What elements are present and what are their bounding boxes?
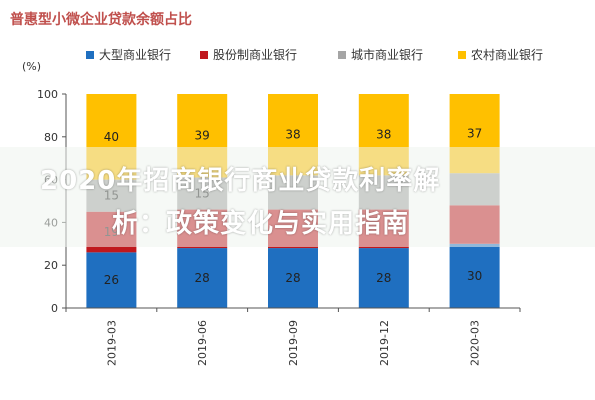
x-axis: 2019-03 2019-06 2019-09 2019-12 2020-03 — [65, 307, 521, 366]
legend-swatch-3 — [458, 51, 466, 59]
bar-label-2020-03-series-0: 30 — [467, 269, 482, 283]
legend-label-0: 大型商业银行 — [99, 47, 171, 62]
legend: 大型商业银行 股份制商业银行 城市商业银行 农村商业银行 — [86, 47, 543, 62]
x-tick-label-2019-03: 2019-03 — [105, 320, 118, 366]
bar-label-2019-06-series-3: 39 — [195, 129, 210, 143]
legend-label-3: 农村商业银行 — [471, 47, 543, 62]
bar-2019-12-series-0 — [358, 248, 409, 308]
x-tick-label-2019-06: 2019-06 — [196, 320, 209, 366]
bar-label-2019-03-series-3: 40 — [104, 130, 119, 144]
x-tick-label-2019-09: 2019-09 — [287, 320, 300, 366]
y-tick-label-80: 80 — [44, 131, 58, 144]
legend-swatch-0 — [86, 51, 94, 59]
legend-label-1: 股份制商业银行 — [213, 47, 297, 62]
x-tick-label-2020-03: 2020-03 — [469, 320, 482, 366]
bar-2019-03-series-0 — [86, 252, 137, 308]
bar-label-2019-12-series-3: 38 — [376, 128, 391, 142]
y-tick-label-100: 100 — [37, 88, 58, 101]
bar-2020-03-series-0 — [449, 243, 500, 308]
watermark-text-line-1: 2020年招商银行商业贷款利率解 — [40, 166, 441, 196]
chart-title: 普惠型小微企业贷款余额占比 — [10, 12, 192, 28]
y-axis-unit: (%) — [22, 60, 41, 73]
watermark-text-line-2: 析：政策变化与实用指南 — [112, 209, 410, 239]
watermark-band — [0, 147, 595, 247]
bar-label-2019-12-series-0: 28 — [376, 271, 391, 285]
bar-label-2019-09-series-0: 28 — [285, 271, 300, 285]
bar-2019-06-series-0 — [177, 248, 228, 308]
legend-label-2: 城市商业银行 — [351, 47, 423, 62]
bar-label-2019-03-series-0: 26 — [104, 273, 119, 287]
bar-label-2019-09-series-3: 38 — [285, 128, 300, 142]
x-tick-label-2019-12: 2019-12 — [378, 320, 391, 366]
bar-label-2020-03-series-3: 37 — [467, 127, 482, 141]
bar-2019-09-series-0 — [268, 248, 318, 308]
legend-swatch-2 — [338, 51, 346, 59]
y-tick-label-20: 20 — [44, 259, 58, 272]
bar-label-2019-06-series-0: 28 — [195, 271, 210, 285]
y-tick-label-0: 0 — [51, 302, 58, 315]
legend-swatch-1 — [200, 51, 208, 59]
